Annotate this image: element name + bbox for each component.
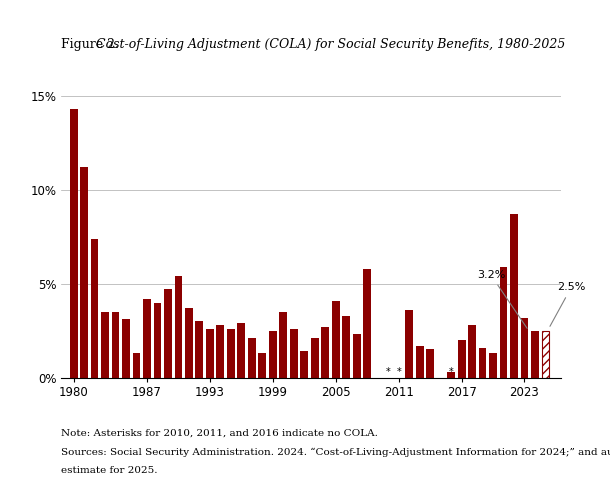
- Bar: [143, 299, 151, 378]
- Text: *: *: [396, 366, 401, 377]
- Bar: [500, 267, 508, 378]
- Text: Note: Asterisks for 2010, 2011, and 2016 indicate no COLA.: Note: Asterisks for 2010, 2011, and 2016…: [61, 428, 378, 438]
- Bar: [531, 331, 539, 378]
- Bar: [279, 312, 287, 378]
- Text: 3.2%: 3.2%: [477, 270, 527, 328]
- Text: *: *: [449, 366, 453, 377]
- Text: Figure 2.: Figure 2.: [61, 38, 123, 51]
- Bar: [542, 331, 550, 378]
- Bar: [269, 331, 277, 378]
- Bar: [91, 239, 98, 378]
- Bar: [353, 334, 361, 378]
- Text: estimate for 2025.: estimate for 2025.: [61, 466, 157, 475]
- Bar: [227, 329, 235, 378]
- Text: *: *: [386, 366, 390, 377]
- Bar: [237, 323, 245, 378]
- Bar: [101, 312, 109, 378]
- Bar: [479, 348, 487, 378]
- Bar: [364, 269, 371, 378]
- Bar: [206, 329, 214, 378]
- Bar: [520, 318, 528, 378]
- Bar: [447, 372, 455, 378]
- Bar: [154, 302, 162, 378]
- Bar: [122, 319, 130, 378]
- Bar: [311, 338, 318, 378]
- Text: Cost-of-Living Adjustment (COLA) for Social Security Benefits, 1980-2025: Cost-of-Living Adjustment (COLA) for Soc…: [96, 38, 565, 51]
- Bar: [185, 308, 193, 378]
- Bar: [415, 346, 423, 378]
- Bar: [300, 351, 308, 378]
- Text: Sources: Social Security Administration. 2024. “Cost-of-Living-Adjustment Inform: Sources: Social Security Administration.…: [61, 448, 610, 457]
- Bar: [458, 340, 465, 378]
- Bar: [80, 167, 88, 378]
- Bar: [70, 109, 77, 378]
- Bar: [259, 353, 267, 378]
- Bar: [164, 289, 172, 378]
- Bar: [217, 325, 224, 378]
- Bar: [342, 316, 350, 378]
- Bar: [510, 214, 518, 378]
- Bar: [468, 325, 476, 378]
- Bar: [174, 276, 182, 378]
- Text: 2.5%: 2.5%: [550, 283, 586, 326]
- Bar: [248, 338, 256, 378]
- Bar: [112, 312, 120, 378]
- Bar: [426, 349, 434, 378]
- Bar: [489, 353, 497, 378]
- Bar: [290, 329, 298, 378]
- Bar: [321, 327, 329, 378]
- Bar: [195, 321, 203, 378]
- Bar: [405, 310, 413, 378]
- Bar: [132, 353, 140, 378]
- Bar: [332, 301, 340, 378]
